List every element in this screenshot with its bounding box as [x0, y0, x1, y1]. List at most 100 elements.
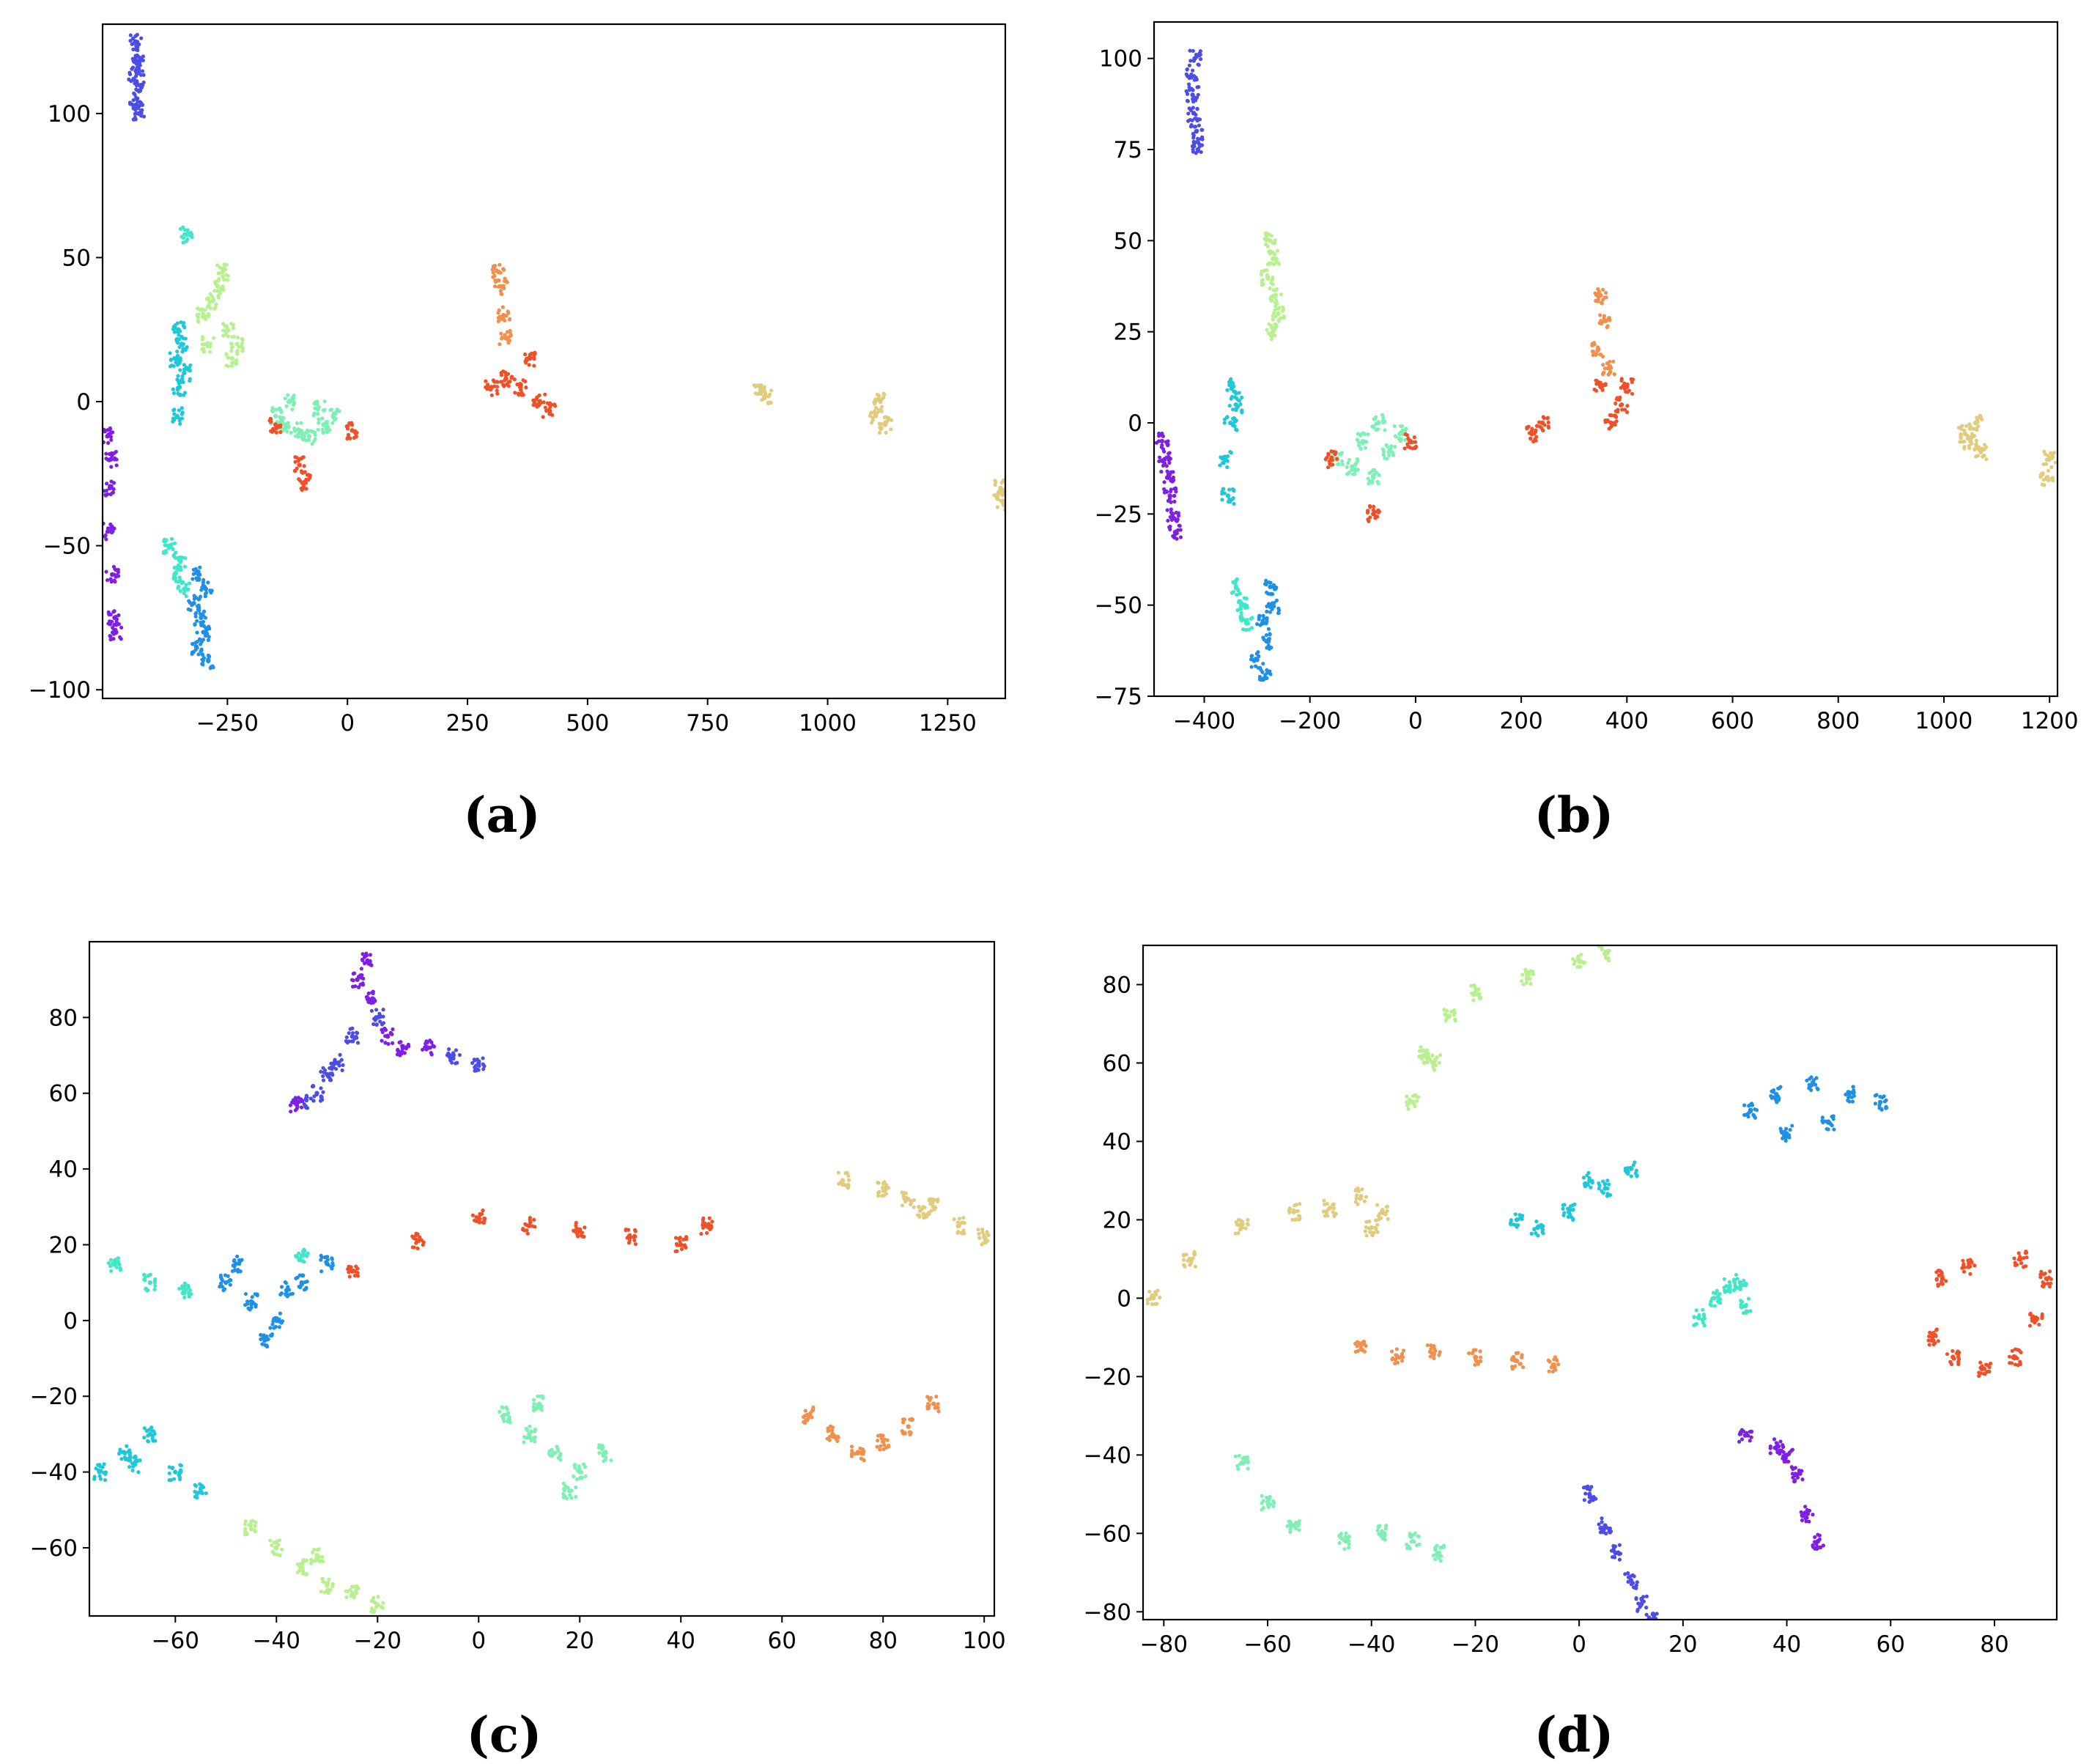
point-jitter-c-1-3-9: [388, 1030, 393, 1035]
point-jitter-c-0-7-12: [481, 1062, 485, 1066]
point-jitter-d-7-4-10: [2027, 1324, 2033, 1328]
point-jitter-b-3-1-1: [1269, 645, 1273, 650]
point-jitter-a-9-6-3: [1006, 493, 1010, 497]
point-jitter-c-8-0-9: [802, 1414, 807, 1418]
point-jitter-d-3-6-12: [1828, 1122, 1833, 1126]
point-jitter-d-5-4-13: [1531, 972, 1535, 976]
point-jitter-a-0-4-10: [133, 34, 138, 38]
point-jitter-c-1-0-9: [368, 960, 372, 964]
point-jitter-c-1-5-15: [429, 1040, 434, 1044]
point-jitter-a-2-4-8: [188, 363, 193, 368]
point-jitter-d-8-3-7: [1473, 1362, 1477, 1367]
point-jitter-a-6-6-9: [289, 430, 293, 435]
point-jitter-a-1-2-4: [108, 522, 113, 527]
point-jitter-d-8-1-4: [1393, 1361, 1397, 1366]
point-jitter-d-5-7-15: [1433, 1058, 1438, 1062]
point-jitter-b-2-1-2: [1222, 417, 1227, 421]
point-jitter-c-5-5-13: [380, 1606, 385, 1610]
point-jitter-c-9-2-11: [912, 1197, 916, 1203]
point-jitter-d-7-6-15: [2013, 1263, 2018, 1268]
point-jitter-b-3-0-5: [1261, 613, 1265, 618]
point-jitter-c-0-2-8: [350, 1030, 355, 1036]
point-jitter-d-7-8-8: [1944, 1279, 1948, 1283]
point-jitter-d-7-3-13: [2008, 1361, 2012, 1365]
point-jitter-b-7-6-13: [1612, 413, 1616, 418]
point-jitter-d-2-3-11: [1607, 1182, 1611, 1187]
point-jitter-d-3-4-3: [1878, 1100, 1883, 1104]
point-jitter-c-5-3-12: [328, 1587, 333, 1592]
point-jitter-d-4-2-4: [1722, 1277, 1726, 1281]
point-jitter-c-8-1-12: [827, 1438, 832, 1442]
point-jitter-b-2-2-10: [1231, 385, 1235, 389]
point-jitter-c-4-0-3: [106, 1261, 111, 1266]
point-jitter-a-7-4-14: [495, 391, 500, 396]
point-jitter-c-6-0-10: [500, 1414, 504, 1419]
point-jitter-d-1-2-11: [1793, 1472, 1797, 1476]
point-jitter-a-9-5-15: [1001, 488, 1005, 492]
point-jitter-d-0-4-12: [1640, 1598, 1644, 1603]
point-jitter-a-7-4-3: [484, 379, 488, 383]
point-jitter-d-9-5-12: [1364, 1195, 1369, 1199]
point-jitter-c-9-5-2: [977, 1236, 982, 1240]
point-jitter-c-0-2-14: [344, 1035, 349, 1039]
point-jitter-a-7-8-14: [544, 408, 549, 413]
point-jitter-c-0-1-0: [334, 1066, 339, 1071]
point-jitter-d-8-3-8: [1471, 1350, 1475, 1355]
point-jitter-d-0-1-13: [1600, 1516, 1604, 1521]
point-jitter-c-2-4-8: [195, 1491, 199, 1495]
point-jitter-c-0-1-6: [338, 1052, 342, 1057]
point-jitter-a-7-5-9: [502, 384, 506, 388]
point-jitter-c-7-0-4: [415, 1246, 420, 1251]
point-jitter-b-3-0-13: [1258, 623, 1262, 627]
point-jitter-c-3-0-7: [220, 1285, 225, 1289]
point-jitter-a-4-0-8: [171, 547, 175, 552]
point-jitter-b-7-4-2: [1534, 424, 1539, 428]
point-jitter-b-1-5-11: [1169, 500, 1173, 504]
point-jitter-d-1-0-15: [1739, 1432, 1743, 1436]
point-jitter-a-9-4-15: [882, 415, 887, 420]
point-jitter-a-9-0-13: [753, 384, 758, 389]
point-jitter-d-4-2-13: [1727, 1280, 1732, 1284]
point-jitter-b-7-7-15: [1616, 397, 1620, 402]
point-jitter-a-6-1-13: [293, 434, 297, 438]
point-jitter-d-2-2-15: [1561, 1206, 1565, 1211]
point-jitter-a-8-2-14: [498, 270, 503, 275]
y-tick-label-d-3: −20: [1084, 1364, 1131, 1390]
point-jitter-b-2-1-12: [1231, 423, 1235, 428]
point-jitter-d-7-0-12: [1934, 1327, 1939, 1332]
point-jitter-d-7-2-12: [1977, 1374, 1981, 1379]
point-jitter-d-4-3-12: [1735, 1277, 1739, 1281]
point-jitter-a-3-4-15: [194, 610, 199, 615]
point-jitter-c-5-0-14: [243, 1529, 248, 1534]
point-jitter-b-9-1-14: [1970, 434, 1975, 438]
point-jitter-c-3-4-8: [330, 1256, 334, 1261]
point-jitter-a-8-0-2: [492, 284, 498, 289]
point-jitter-c-8-5-1: [934, 1395, 939, 1399]
point-jitter-a-0-5-15: [133, 117, 138, 122]
point-jitter-a-5-2-8: [224, 325, 229, 330]
point-jitter-a-4-4-4: [182, 228, 188, 232]
point-jitter-d-5-1-5: [1420, 1057, 1424, 1061]
point-jitter-a-1-1-14: [106, 492, 110, 497]
point-jitter-c-4-2-3: [182, 1284, 187, 1288]
point-jitter-c-5-0-15: [254, 1520, 258, 1525]
point-jitter-d-3-5-13: [1778, 1126, 1783, 1131]
point-jitter-a-5-4-13: [211, 299, 215, 303]
point-jitter-c-7-1-14: [481, 1220, 486, 1225]
point-jitter-b-0-2-0: [1198, 57, 1203, 62]
point-jitter-d-9-6-3: [1385, 1208, 1389, 1213]
point-jitter-d-4-0-13: [1700, 1317, 1704, 1321]
point-jitter-b-6-0-9: [1340, 462, 1345, 467]
point-jitter-b-2-3-5: [1221, 487, 1225, 491]
point-jitter-b-9-0-15: [1959, 435, 1963, 439]
point-jitter-d-9-2-8: [1241, 1222, 1245, 1226]
point-jitter-c-0-6-3: [446, 1047, 451, 1052]
point-jitter-a-7-3-9: [350, 423, 355, 427]
point-jitter-a-3-1-13: [206, 638, 210, 642]
point-jitter-a-3-2-11: [198, 572, 202, 577]
point-jitter-b-4-0-11: [1234, 592, 1239, 597]
point-jitter-b-1-5-7: [1172, 493, 1177, 498]
point-jitter-d-6-2-10: [1297, 1518, 1301, 1524]
point-jitter-c-6-6-2: [568, 1493, 572, 1497]
point-jitter-d-9-7-6: [1364, 1233, 1369, 1238]
